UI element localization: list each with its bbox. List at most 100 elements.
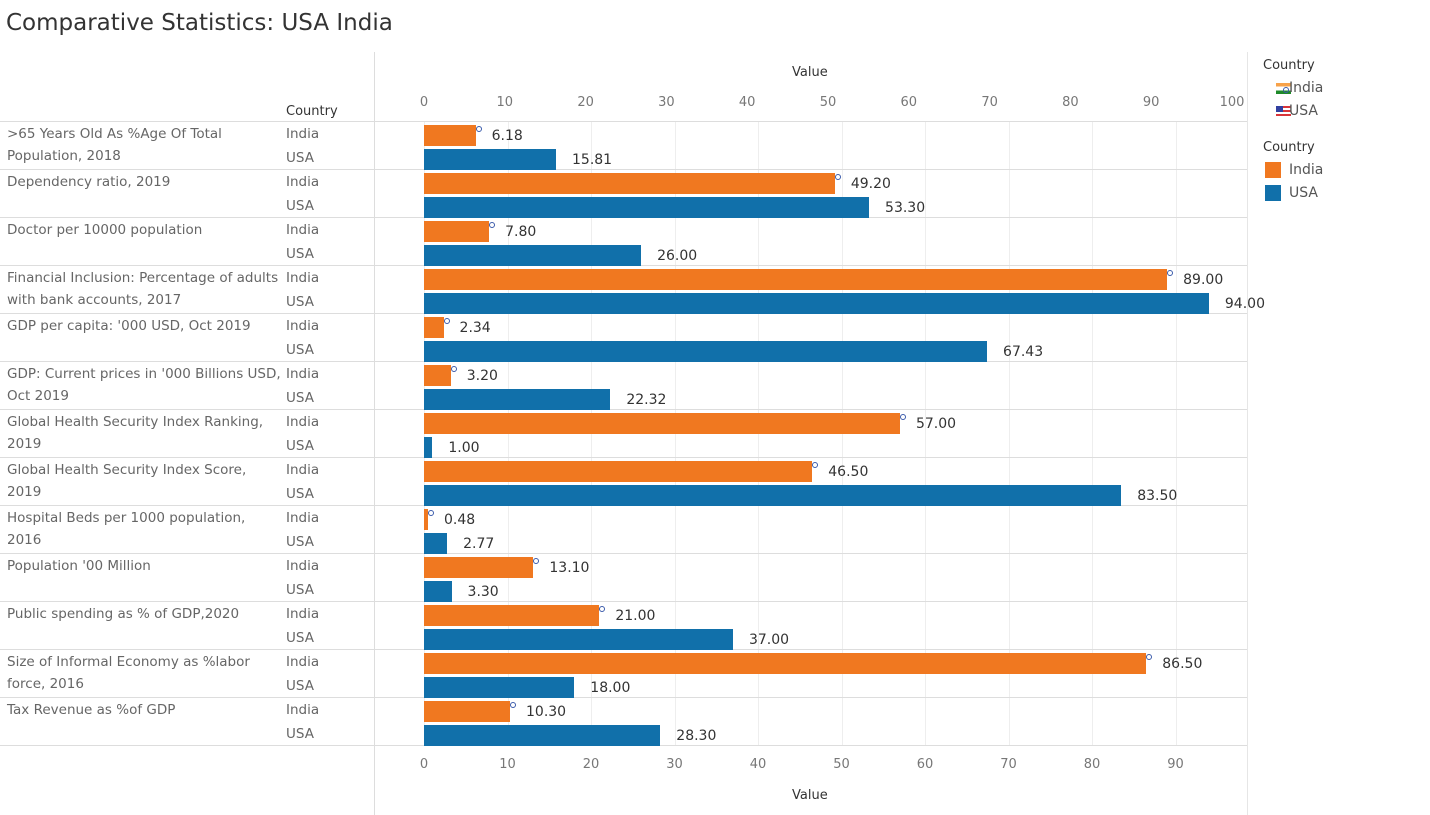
country-label: USA <box>286 294 314 310</box>
bottom-axis-title: Value <box>792 788 828 803</box>
legend-item-label: India <box>1289 162 1324 178</box>
category-separator <box>0 409 1247 410</box>
category-label: >65 Years Old As %Age Of Total Populatio… <box>7 126 222 164</box>
category-separator <box>0 697 1247 698</box>
bar-usa[interactable] <box>424 389 611 410</box>
country-label: India <box>286 702 320 718</box>
country-label: USA <box>286 678 314 694</box>
country-label: India <box>286 126 320 142</box>
bar-india[interactable] <box>424 557 534 578</box>
legend-swatch[interactable] <box>1265 162 1281 178</box>
top-tick-label: 0 <box>419 95 429 110</box>
bar-india[interactable] <box>424 269 1168 290</box>
value-label: 2.77 <box>463 536 495 552</box>
bar-india[interactable] <box>424 365 451 386</box>
category-label: Public spending as % of GDP,2020 <box>7 606 240 622</box>
top-tick-label: 60 <box>900 95 918 110</box>
value-label: 57.00 <box>915 416 957 432</box>
country-label: USA <box>286 630 314 646</box>
bar-india[interactable] <box>424 509 428 530</box>
category-label: Hospital Beds per 1000 population, 2016 <box>7 510 246 548</box>
value-label: 89.00 <box>1183 272 1224 288</box>
bar-usa[interactable] <box>424 629 733 650</box>
bar-usa[interactable] <box>424 293 1209 314</box>
bar-usa[interactable] <box>424 341 988 362</box>
value-label: 94.00 <box>1224 296 1265 312</box>
chakra-icon <box>1282 87 1289 94</box>
bar-usa[interactable] <box>424 149 556 170</box>
country-label: India <box>286 558 320 574</box>
gridline <box>591 122 592 746</box>
bottom-tick-label: 10 <box>499 757 516 772</box>
country-label: India <box>286 606 320 622</box>
value-label: 13.10 <box>549 560 590 576</box>
category-label: Financial Inclusion: Percentage of adult… <box>7 270 279 308</box>
chakra-icon <box>475 126 482 132</box>
bar-india[interactable] <box>424 653 1147 674</box>
country-label: USA <box>286 150 314 166</box>
bottom-tick-label: 80 <box>1083 757 1101 772</box>
country-label: USA <box>286 198 314 214</box>
value-label: 6.18 <box>491 128 523 144</box>
country-label: USA <box>286 438 314 454</box>
category-separator <box>0 169 1247 170</box>
chakra-icon <box>450 366 457 372</box>
top-tick-label: 80 <box>1062 95 1079 110</box>
legend-swatch[interactable] <box>1265 185 1281 201</box>
value-label: 15.81 <box>572 152 613 168</box>
chakra-icon <box>812 462 819 468</box>
bar-usa[interactable] <box>424 533 448 554</box>
value-label: 18.00 <box>590 680 631 696</box>
top-axis-line <box>0 121 1247 122</box>
bar-india[interactable] <box>424 605 600 626</box>
category-separator <box>0 457 1247 458</box>
category-label: Population '00 Million <box>7 558 151 574</box>
bar-india[interactable] <box>424 221 490 242</box>
value-label: 49.20 <box>850 176 891 192</box>
union-icon <box>1276 106 1283 112</box>
value-label: 10.30 <box>526 704 567 720</box>
top-tick-label: 40 <box>738 95 756 110</box>
gridline <box>1008 122 1010 746</box>
country-label: India <box>286 174 320 190</box>
country-label: India <box>286 510 320 526</box>
gridline <box>424 122 425 746</box>
gridline <box>925 122 926 746</box>
gridline <box>507 122 509 746</box>
country-label: USA <box>286 246 314 262</box>
bar-india[interactable] <box>424 461 813 482</box>
bar-usa[interactable] <box>424 677 575 698</box>
value-label: 1.00 <box>448 440 480 456</box>
bar-usa[interactable] <box>424 197 870 218</box>
value-label: 26.00 <box>657 248 698 264</box>
bar-usa[interactable] <box>424 245 642 266</box>
gridline <box>1092 122 1093 746</box>
bar-usa[interactable] <box>424 581 452 602</box>
bar-india[interactable] <box>424 317 444 338</box>
country-label: India <box>286 462 320 478</box>
top-tick-label: 70 <box>981 95 998 110</box>
legend-title: Country <box>1263 140 1315 155</box>
chart-right-border <box>1247 52 1248 815</box>
chakra-icon <box>1146 654 1153 660</box>
bar-usa[interactable] <box>424 437 433 458</box>
usa-flag-icon <box>1276 106 1291 117</box>
bar-usa[interactable] <box>424 485 1122 506</box>
value-label: 46.50 <box>828 464 869 480</box>
value-label: 28.30 <box>676 728 717 744</box>
country-label: USA <box>286 726 314 742</box>
value-label: 3.20 <box>466 368 498 384</box>
value-label: 37.00 <box>748 632 790 648</box>
legend-item-label: USA <box>1289 103 1318 119</box>
country-label: India <box>286 654 320 670</box>
bottom-tick-label: 90 <box>1167 757 1184 772</box>
bar-usa[interactable] <box>424 725 661 746</box>
value-label: 22.32 <box>626 392 667 408</box>
category-label: GDP per capita: '000 USD, Oct 2019 <box>7 318 251 334</box>
top-tick-label: 10 <box>496 95 514 110</box>
country-label: USA <box>286 486 314 502</box>
bar-india[interactable] <box>424 125 476 146</box>
bar-india[interactable] <box>424 413 900 434</box>
bar-india[interactable] <box>424 701 510 722</box>
bar-india[interactable] <box>424 173 835 194</box>
